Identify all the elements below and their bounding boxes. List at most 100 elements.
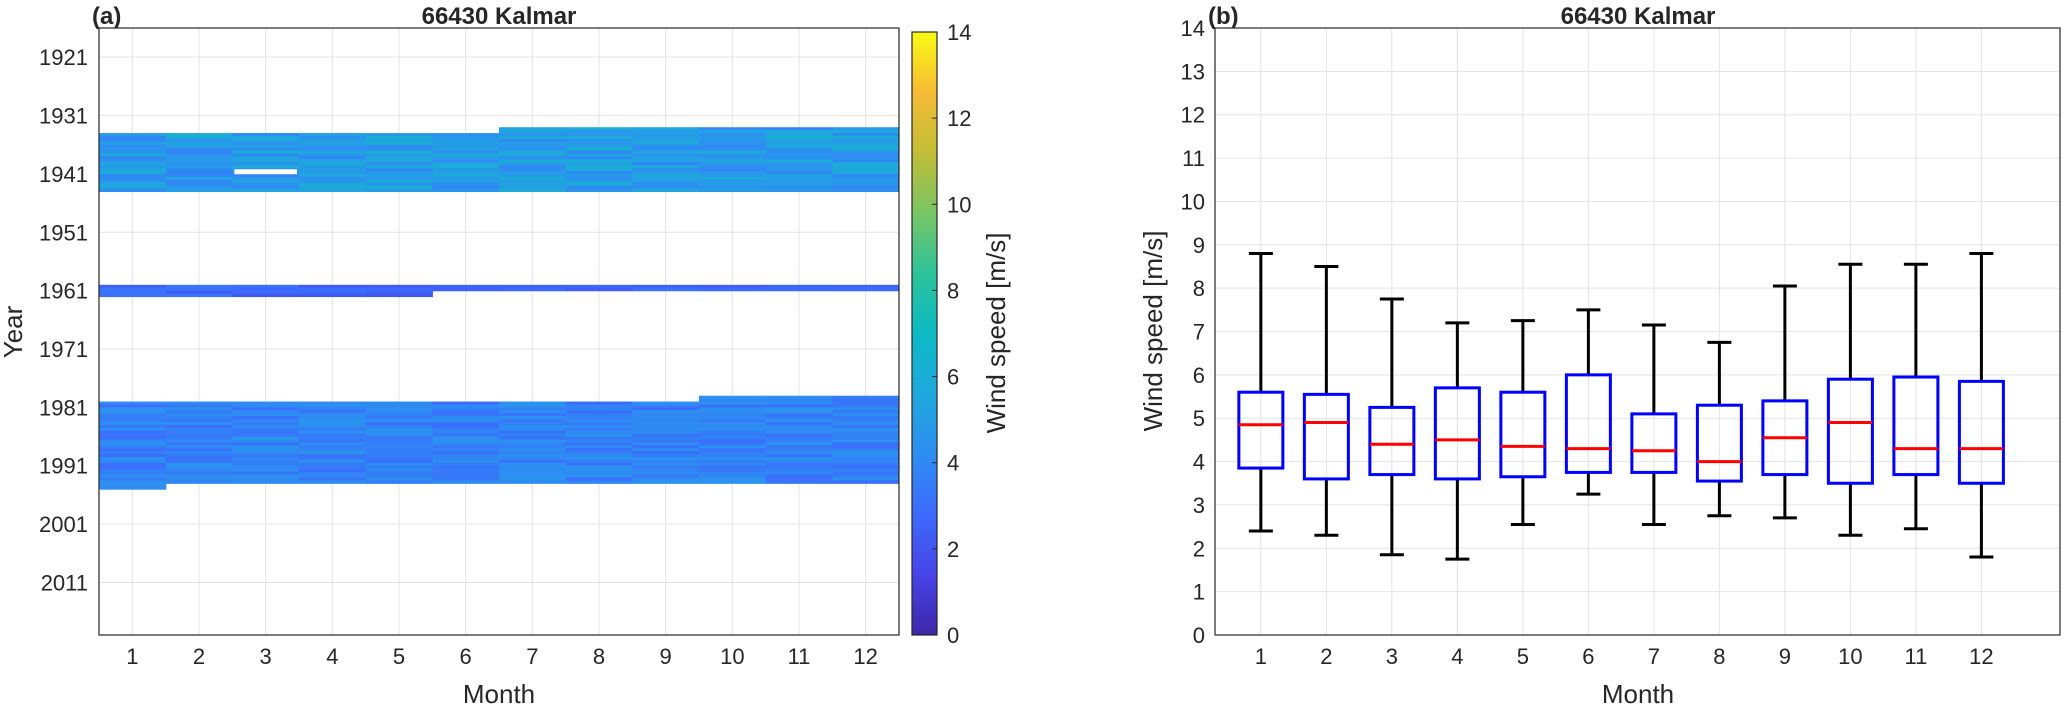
heatmap-cell bbox=[99, 168, 167, 172]
heatmap-cell bbox=[432, 138, 500, 143]
heatmap-cell bbox=[632, 141, 700, 146]
heatmap-cell bbox=[165, 182, 233, 187]
heatmap-cell bbox=[565, 413, 633, 417]
heatmap-cell bbox=[232, 416, 300, 420]
heatmap-cell bbox=[165, 477, 233, 481]
heatmap-cell bbox=[165, 445, 233, 449]
box-month-9 bbox=[1761, 284, 1809, 520]
heatmap-cell bbox=[765, 454, 833, 458]
heatmap-cell bbox=[499, 185, 567, 190]
heatmap-cell bbox=[299, 170, 367, 175]
heatmap-cell bbox=[632, 179, 700, 184]
heatmap-cell bbox=[565, 179, 633, 184]
heatmap-y-tick-label: 2001 bbox=[39, 512, 88, 537]
heatmap-cell bbox=[765, 459, 833, 464]
heatmap-x-tick-label: 3 bbox=[260, 644, 272, 669]
heatmap-cell bbox=[232, 427, 300, 432]
box-iqr bbox=[1499, 390, 1547, 479]
box-month-3 bbox=[1368, 297, 1416, 557]
heatmap-cell bbox=[632, 188, 700, 193]
boxplot-x-tick-label: 7 bbox=[1648, 644, 1660, 669]
heatmap-cell bbox=[99, 433, 167, 438]
heatmap-cell bbox=[99, 173, 167, 178]
heatmap-cell bbox=[165, 416, 233, 420]
heatmap-cell bbox=[832, 130, 899, 134]
heatmap-cell bbox=[632, 147, 700, 152]
heatmap-cell bbox=[499, 287, 567, 292]
heatmap-cell bbox=[499, 170, 567, 175]
heatmap-cell bbox=[432, 135, 500, 140]
heatmap-cell bbox=[432, 424, 500, 429]
heatmap-cell bbox=[632, 159, 700, 163]
heatmap-cell bbox=[499, 474, 567, 479]
heatmap-cell bbox=[432, 147, 500, 152]
heatmap-cell bbox=[432, 427, 500, 432]
heatmap-cell bbox=[565, 477, 633, 481]
heatmap-cell bbox=[232, 159, 300, 163]
heatmap-cell bbox=[699, 185, 767, 190]
heatmap-cell bbox=[765, 439, 833, 443]
heatmap-cell bbox=[632, 454, 700, 458]
heatmap-cell bbox=[565, 133, 633, 137]
heatmap-cell bbox=[699, 135, 767, 140]
heatmap-cell bbox=[699, 182, 767, 187]
heatmap-cell bbox=[699, 130, 767, 134]
heatmap-cell bbox=[99, 176, 167, 181]
heatmap-cell bbox=[432, 141, 500, 146]
heatmap-cell bbox=[365, 468, 433, 473]
heatmap-cell bbox=[765, 419, 833, 423]
heatmap-cell bbox=[499, 410, 567, 414]
heatmap-cell bbox=[832, 144, 899, 149]
heatmap-cell bbox=[632, 462, 700, 467]
heatmap-cell bbox=[365, 135, 433, 140]
heatmap-cell bbox=[832, 287, 899, 292]
heatmap-cell bbox=[165, 284, 233, 289]
heatmap-cell bbox=[632, 153, 700, 158]
heatmap-cell bbox=[699, 398, 767, 403]
heatmap-cell bbox=[499, 448, 567, 452]
heatmap-cell bbox=[99, 456, 167, 461]
heatmap-cell bbox=[565, 138, 633, 143]
heatmap-cell bbox=[99, 150, 167, 155]
heatmap-x-tick-label: 5 bbox=[393, 644, 405, 669]
heatmap-cell bbox=[765, 173, 833, 178]
boxplot-x-label: Month bbox=[1602, 679, 1674, 706]
box-month-1 bbox=[1237, 251, 1285, 533]
heatmap-cell bbox=[365, 427, 433, 432]
boxplot-y-tick-label: 9 bbox=[1193, 233, 1205, 258]
heatmap-cell bbox=[99, 474, 167, 479]
heatmap-cell bbox=[365, 153, 433, 158]
heatmap-cell bbox=[365, 477, 433, 481]
heatmap-cell bbox=[699, 477, 767, 481]
heatmap-cell bbox=[765, 398, 833, 403]
heatmap-cell bbox=[432, 144, 500, 149]
heatmap-cell bbox=[632, 419, 700, 423]
heatmap-cell bbox=[99, 401, 167, 406]
heatmap-cell bbox=[299, 430, 367, 435]
heatmap-cell bbox=[765, 471, 833, 476]
heatmap-cell bbox=[232, 179, 300, 184]
heatmap-cell bbox=[832, 138, 899, 143]
heatmap-cell bbox=[165, 465, 233, 470]
heatmap-cell bbox=[565, 410, 633, 414]
heatmap-cell bbox=[432, 162, 500, 166]
heatmap-cell bbox=[232, 459, 300, 464]
heatmap-cell bbox=[699, 147, 767, 152]
heatmap-cell bbox=[99, 188, 167, 193]
heatmap-cell bbox=[99, 290, 167, 295]
heatmap-cell bbox=[832, 436, 899, 441]
heatmap-cell bbox=[232, 419, 300, 423]
colorbar-tick-label: 2 bbox=[947, 537, 959, 562]
heatmap-cell bbox=[832, 468, 899, 473]
heatmap-cell bbox=[365, 454, 433, 458]
heatmap-y-tick-label: 2011 bbox=[41, 570, 88, 595]
heatmap-cell bbox=[565, 448, 633, 452]
heatmap-cell bbox=[365, 293, 433, 298]
heatmap-cell bbox=[832, 416, 899, 420]
heatmap-cell bbox=[765, 153, 833, 158]
heatmap-cell bbox=[232, 287, 300, 292]
heatmap-cell bbox=[565, 159, 633, 163]
heatmap-cell bbox=[165, 433, 233, 438]
heatmap-cell bbox=[365, 159, 433, 163]
heatmap-cell bbox=[165, 185, 233, 190]
